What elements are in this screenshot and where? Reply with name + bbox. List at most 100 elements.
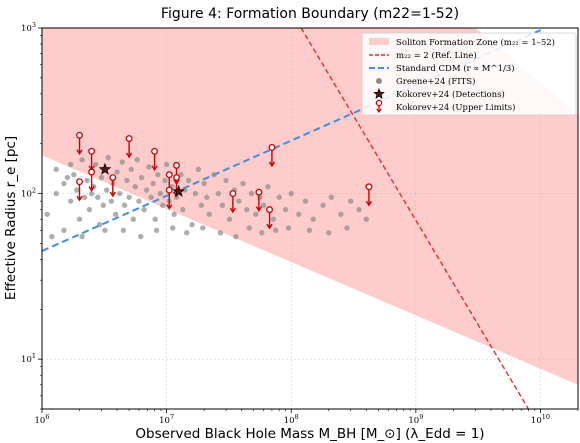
upper-limit-marker [229, 190, 237, 214]
greene-point [201, 180, 207, 187]
greene-point [132, 184, 138, 190]
greene-point [189, 221, 195, 228]
greene-point [121, 202, 128, 208]
y-tick-label: 103 [21, 21, 36, 34]
chart-title: Figure 4: Formation Boundary (m22=1-52) [161, 6, 459, 22]
greene-point [282, 206, 289, 213]
upper-limit-marker [268, 143, 276, 168]
greene-point [112, 211, 119, 217]
y-tick-label: 101 [21, 352, 36, 365]
greene-point [320, 202, 326, 208]
upper-limit-marker [109, 174, 117, 198]
greene-point [162, 177, 168, 184]
greene-point [328, 194, 335, 200]
greene-point [79, 233, 85, 240]
greene-point [126, 194, 132, 200]
greene-point [153, 227, 160, 234]
greene-point [344, 225, 350, 231]
greene-point [253, 211, 259, 217]
greene-point [76, 216, 83, 222]
greene-point [136, 198, 142, 204]
greene-point [86, 206, 93, 213]
legend-label-detections: Kokorev+24 (Detections) [396, 89, 505, 100]
greene-point [180, 206, 186, 213]
greene-point [206, 211, 212, 217]
greene-point [226, 216, 233, 222]
upper-limit-marker [88, 168, 96, 192]
upper-limit-marker [76, 131, 83, 156]
greene-point [53, 190, 59, 197]
greene-point [146, 164, 152, 170]
upper-limit-marker [76, 178, 83, 202]
greene-point [306, 227, 313, 234]
greene-point [338, 211, 344, 217]
soliton-zone [42, 28, 578, 385]
x-tick-label: 107 [159, 413, 174, 426]
greene-point [100, 202, 106, 208]
greene-point [248, 190, 255, 197]
greene-point [233, 233, 239, 240]
legend-star-icon [373, 87, 385, 99]
greene-point [114, 169, 120, 175]
greene-point [74, 187, 80, 193]
detection-marker [172, 184, 186, 197]
greene-point [182, 187, 188, 193]
upper-limit-marker [151, 147, 158, 172]
greene-point [236, 198, 242, 204]
legend-box [361, 32, 577, 116]
ref-line [300, 28, 530, 409]
upper-limit-marker [365, 183, 373, 207]
greene-point [348, 198, 354, 204]
x-tick-label: 1010 [531, 413, 550, 426]
upper-limit-marker [165, 186, 173, 210]
axis-ticks: 106 107 108 109 1010 101 102 103 [21, 21, 579, 426]
greene-point [184, 230, 190, 236]
greene-point [96, 221, 103, 228]
greene-point [157, 190, 164, 197]
legend-label-ref-line: m₂₂ = 2 (Ref. Line) [396, 50, 477, 61]
greene-point [302, 198, 309, 204]
x-tick-label: 106 [35, 413, 50, 426]
greene-point [288, 190, 294, 197]
greene-point [363, 216, 369, 222]
y-axis-label: Effective Radius r_e [pc] [3, 136, 19, 300]
greene-point [150, 180, 156, 187]
greene-point [356, 206, 362, 213]
greene-point [200, 225, 206, 231]
greene-point [246, 225, 252, 231]
upper-limit-marker [255, 188, 263, 212]
greene-point [270, 216, 277, 222]
greene-point [215, 190, 222, 197]
greene-point [103, 187, 110, 193]
greene-point [217, 230, 224, 236]
greene-point [244, 206, 250, 213]
greene-point [310, 216, 316, 222]
legend-upper-limit-icon [375, 99, 383, 114]
legend-greene-swatch [376, 78, 382, 84]
legend-label-cdm-line: Standard CDM (r ∝ M^1/3) [396, 63, 515, 74]
greene-point [141, 206, 147, 213]
greene-point [192, 190, 199, 197]
greene-point [171, 211, 177, 217]
detection-marker [98, 162, 112, 175]
greene-point [211, 172, 217, 178]
greene-point [102, 227, 108, 234]
greene-point [198, 202, 205, 208]
greene-point [265, 184, 271, 190]
x-axis-label: Observed Black Hole Mass M_BH [M_⊙] (λ_E… [135, 426, 484, 442]
greene-point [124, 177, 130, 184]
upper-limit-markers [76, 131, 373, 230]
greene-point [152, 216, 158, 222]
greene-point [105, 154, 111, 161]
soliton-zone-layer [42, 28, 578, 385]
greene-point [61, 180, 67, 187]
greene-point [296, 211, 302, 217]
greene-point [260, 202, 267, 208]
greene-point [61, 227, 67, 234]
greene-point [138, 233, 144, 240]
greene-point [119, 159, 125, 165]
greene-point [223, 177, 229, 184]
greene-point [68, 161, 74, 168]
greene-point [108, 198, 115, 204]
